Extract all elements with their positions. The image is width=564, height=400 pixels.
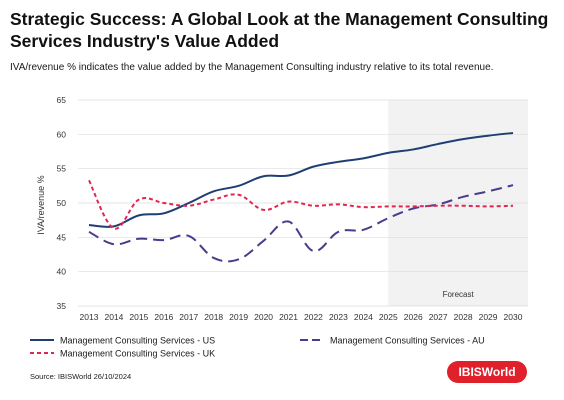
x-tick-label: 2014 <box>104 312 123 322</box>
chart-title: Strategic Success: A Global Look at the … <box>10 9 549 51</box>
chart-subtitle: IVA/revenue % indicates the value added … <box>10 62 494 73</box>
y-tick-label: 55 <box>57 164 67 174</box>
x-tick-label: 2027 <box>429 312 448 322</box>
forecast-label: Forecast <box>443 290 475 299</box>
x-tick-label: 2018 <box>204 312 223 322</box>
x-tick-label: 2020 <box>254 312 273 322</box>
x-tick-label: 2026 <box>404 312 423 322</box>
x-tick-label: 2019 <box>229 312 248 322</box>
x-tick-label: 2030 <box>504 312 523 322</box>
legend-label-uk: Management Consulting Services - UK <box>60 349 215 359</box>
x-tick-label: 2024 <box>354 312 373 322</box>
y-tick-label: 65 <box>57 95 67 105</box>
x-tick-label: 2022 <box>304 312 323 322</box>
x-tick-label: 2013 <box>80 312 99 322</box>
x-tick-label: 2016 <box>154 312 173 322</box>
x-tick-label: 2021 <box>279 312 298 322</box>
legend-label-us: Management Consulting Services - US <box>60 336 215 346</box>
x-tick-label: 2028 <box>454 312 473 322</box>
x-tick-label: 2025 <box>379 312 398 322</box>
series-line-us <box>88 131 514 228</box>
y-tick-label: 35 <box>57 301 67 311</box>
y-tick-label: 45 <box>57 232 67 242</box>
series-line-au <box>88 184 514 263</box>
y-tick-label: 40 <box>57 267 67 277</box>
x-tick-label: 2023 <box>329 312 348 322</box>
x-tick-label: 2017 <box>179 312 198 322</box>
x-tick-label: 2015 <box>129 312 148 322</box>
y-tick-label: 60 <box>57 129 67 139</box>
x-tick-label: 2029 <box>479 312 498 322</box>
y-tick-label: 50 <box>57 198 67 208</box>
source-note: Source: IBISWorld 26/10/2024 <box>30 372 132 381</box>
y-axis-label: IVA/revenue % <box>36 175 46 234</box>
legend-label-au: Management Consulting Services - AU <box>330 336 485 346</box>
ibisworld-logo: IBISWorld <box>447 361 527 383</box>
